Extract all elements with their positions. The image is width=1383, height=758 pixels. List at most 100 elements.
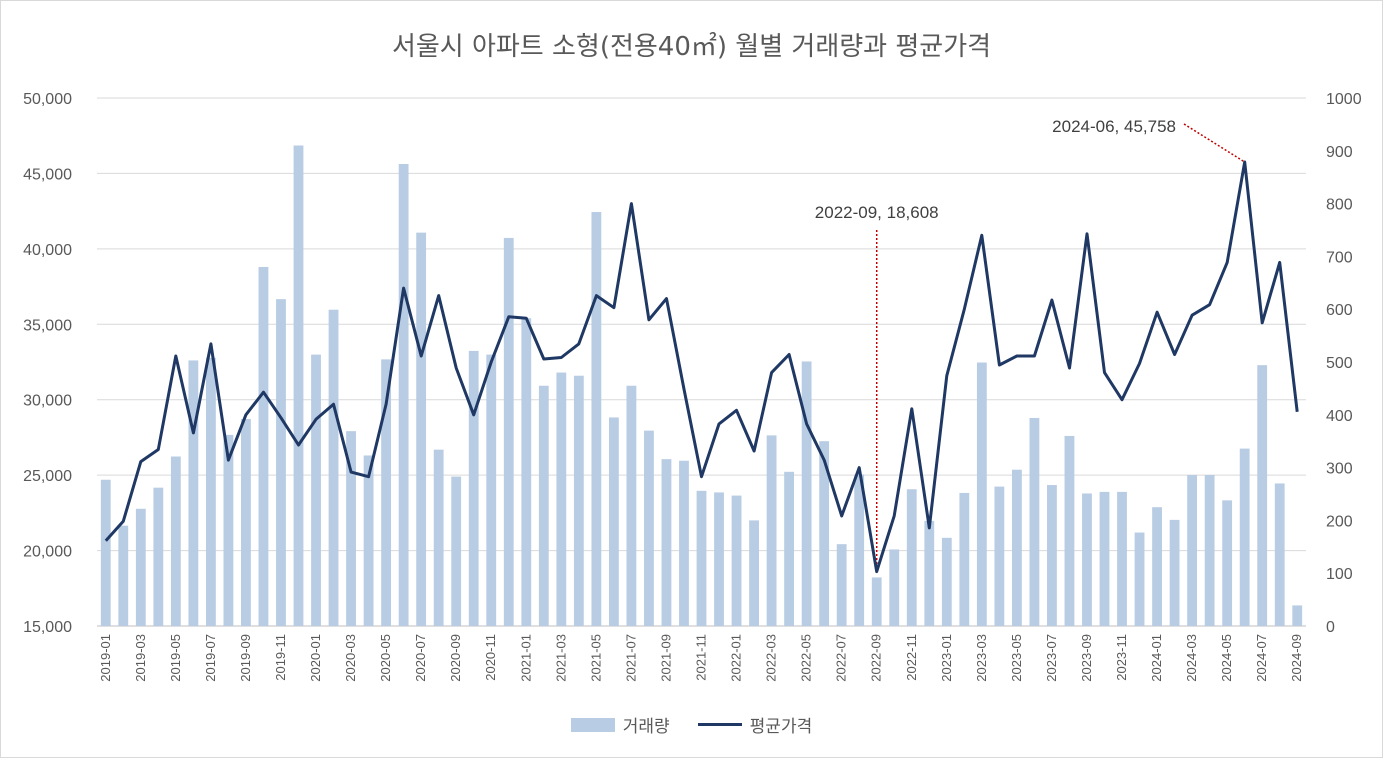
right-tick-label: 1000 bbox=[1326, 91, 1362, 108]
volume-bar bbox=[661, 459, 672, 626]
volume-bar bbox=[731, 495, 742, 626]
volume-bar bbox=[1064, 435, 1075, 626]
left-tick-label: 20,000 bbox=[23, 544, 72, 561]
volume-bar bbox=[976, 362, 987, 626]
annotation-leaders bbox=[875, 123, 1246, 572]
right-axis: 0 100 200 300 400 500 600 700 800 900 1000 bbox=[1326, 91, 1362, 636]
chart-title: 서울시 아파트 소형(전용40㎡) 월별 거래량과 평균가격 bbox=[391, 32, 992, 62]
left-tick-label: 25,000 bbox=[23, 468, 72, 485]
left-tick-label: 50,000 bbox=[23, 91, 72, 108]
x-tick-label: 2023-05 bbox=[1009, 634, 1024, 682]
volume-bar bbox=[1011, 469, 1022, 626]
x-tick-label: 2019-05 bbox=[168, 634, 183, 682]
left-tick-label: 40,000 bbox=[23, 242, 72, 259]
legend-item-volume: 거래량 bbox=[570, 712, 670, 737]
annotation-leader-max bbox=[1183, 123, 1246, 163]
volume-bar bbox=[836, 544, 847, 626]
volume-bar bbox=[1117, 491, 1127, 626]
x-tick-label: 2019-03 bbox=[133, 634, 148, 682]
volume-bar bbox=[311, 354, 321, 626]
volume-bar bbox=[573, 375, 584, 626]
x-tick-label: 2023-07 bbox=[1044, 634, 1059, 682]
x-tick-label: 2024-05 bbox=[1219, 634, 1234, 682]
x-tick-label: 2023-09 bbox=[1079, 634, 1094, 682]
legend-label-price: 평균가격 bbox=[749, 717, 813, 737]
volume-bar bbox=[889, 549, 900, 626]
x-tick-label: 2021-05 bbox=[588, 634, 603, 682]
volume-bar bbox=[1204, 474, 1215, 626]
legend-swatch-line bbox=[697, 723, 742, 726]
x-tick-label: 2024-07 bbox=[1254, 634, 1269, 682]
volume-bar bbox=[258, 266, 269, 626]
volume-bar bbox=[749, 520, 759, 626]
x-tick-label: 2023-03 bbox=[974, 634, 989, 682]
right-tick-label: 300 bbox=[1326, 461, 1353, 478]
right-tick-label: 800 bbox=[1326, 197, 1353, 214]
volume-bar bbox=[959, 492, 970, 626]
legend: 거래량 평균가격 bbox=[0, 712, 1383, 737]
annotation-min: 2022-09, 18,608 bbox=[815, 203, 939, 222]
x-tick-label: 2021-11 bbox=[694, 634, 709, 681]
x-tick-label: 2022-11 bbox=[904, 634, 919, 681]
legend-item-price: 평균가격 bbox=[697, 712, 813, 737]
volume-bar bbox=[941, 537, 952, 626]
volume-bar bbox=[135, 508, 146, 626]
price-line bbox=[104, 160, 1299, 574]
volume-bar bbox=[416, 232, 427, 626]
x-tick-label: 2020-07 bbox=[413, 634, 428, 682]
x-tick-label: 2024-09 bbox=[1289, 634, 1304, 682]
volume-bar bbox=[626, 385, 637, 626]
volume-bar bbox=[521, 318, 532, 626]
left-tick-label: 45,000 bbox=[23, 166, 72, 183]
volume-bar bbox=[714, 492, 724, 626]
volume-bar bbox=[398, 164, 409, 626]
x-tick-label: 2023-11 bbox=[1114, 634, 1129, 681]
x-tick-label: 2022-01 bbox=[729, 634, 744, 682]
x-tick-label: 2023-01 bbox=[939, 634, 954, 682]
x-tick-label: 2021-03 bbox=[553, 634, 568, 682]
annotations: 2022-09, 18,608 2024-06, 45,758 bbox=[815, 117, 1176, 222]
x-tick-label: 2019-07 bbox=[203, 634, 218, 682]
volume-bar bbox=[100, 479, 111, 626]
volume-bar bbox=[906, 489, 917, 626]
volume-bar bbox=[679, 460, 689, 626]
volume-bar bbox=[591, 212, 602, 626]
volume-bar bbox=[1257, 365, 1268, 626]
right-tick-label: 400 bbox=[1326, 408, 1353, 425]
x-tick-label: 2020-03 bbox=[343, 634, 358, 682]
volume-bar bbox=[538, 385, 549, 626]
volume-bar bbox=[801, 361, 812, 626]
volume-bar bbox=[784, 471, 795, 626]
legend-swatch-bar bbox=[570, 717, 615, 732]
volume-bar bbox=[696, 490, 707, 626]
left-tick-label: 35,000 bbox=[23, 317, 72, 334]
x-tick-label: 2022-09 bbox=[869, 634, 884, 682]
x-tick-label: 2020-01 bbox=[308, 634, 323, 682]
volume-bar bbox=[871, 577, 882, 626]
right-tick-label: 900 bbox=[1326, 144, 1353, 161]
volume-bar bbox=[188, 360, 199, 626]
x-tick-label: 2022-05 bbox=[799, 634, 814, 682]
volume-bar bbox=[293, 145, 304, 626]
volume-bar bbox=[468, 350, 479, 626]
right-tick-label: 0 bbox=[1326, 619, 1335, 636]
volume-bar bbox=[1239, 448, 1250, 626]
x-tick-label: 2021-09 bbox=[658, 634, 673, 682]
volume-bar bbox=[205, 357, 216, 626]
volume-bar bbox=[1047, 485, 1057, 626]
right-tick-label: 200 bbox=[1326, 513, 1353, 530]
volume-bar bbox=[1169, 519, 1180, 626]
volume-bar bbox=[1099, 491, 1110, 626]
volume-bar bbox=[819, 441, 830, 626]
left-tick-label: 15,000 bbox=[23, 619, 72, 636]
left-tick-label: 30,000 bbox=[23, 393, 72, 410]
volume-bars bbox=[100, 145, 1303, 627]
volume-bar bbox=[854, 474, 865, 626]
volume-bar bbox=[486, 354, 497, 626]
price-series-line bbox=[104, 160, 1299, 574]
volume-bar bbox=[994, 486, 1005, 626]
volume-bar bbox=[451, 476, 462, 626]
x-tick-label: 2019-01 bbox=[98, 634, 113, 682]
volume-bar bbox=[363, 455, 374, 626]
